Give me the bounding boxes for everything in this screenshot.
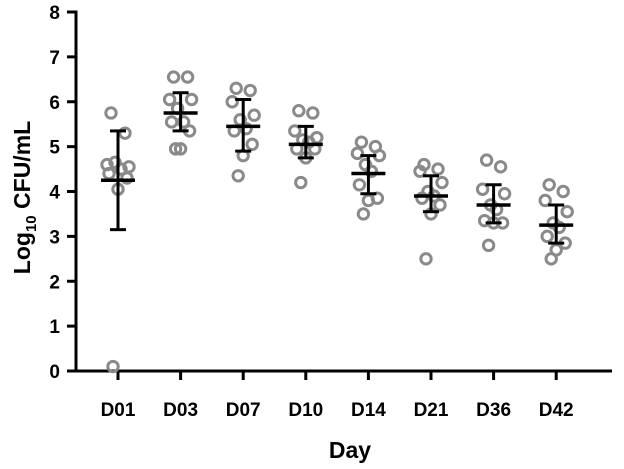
data-point: [120, 171, 134, 185]
data-point: [479, 153, 494, 167]
data-point: [350, 146, 365, 161]
data-point: [544, 252, 558, 266]
data-point: [176, 115, 191, 129]
y-tick-label: 5: [49, 138, 60, 159]
y-axis: 0 1 2 3 4 5 6 7 8: [49, 3, 78, 383]
y-tick-label: 1: [49, 317, 60, 338]
data-point: [173, 142, 188, 156]
data-point: [435, 175, 449, 190]
data-point: [419, 252, 433, 266]
data-point: [540, 229, 554, 244]
data-point: [104, 106, 118, 120]
data-point: [356, 207, 371, 221]
y-axis-title-prefix: Log: [9, 232, 35, 274]
y-axis-title: Log10 CFU/mL: [9, 121, 40, 274]
y-tick-label: 0: [49, 362, 60, 383]
data-point: [481, 238, 496, 253]
data-point: [364, 164, 379, 179]
data-point: [162, 92, 177, 107]
x-tick-label: D14: [351, 400, 386, 421]
y-tick-label: 6: [49, 93, 60, 114]
data-point: [118, 126, 132, 140]
data-point: [106, 359, 120, 374]
data-point: [243, 83, 257, 98]
group-d14: [350, 135, 387, 221]
data-point: [292, 104, 306, 118]
data-point: [475, 182, 490, 196]
data-point: [352, 178, 367, 192]
data-point: [166, 70, 181, 84]
x-tick-label: D10: [288, 400, 323, 421]
group-d21: [413, 157, 449, 266]
data-point: [247, 108, 261, 122]
data-point: [497, 187, 512, 201]
y-tick-label: 8: [49, 3, 60, 24]
data-point: [493, 160, 508, 174]
data-point: [294, 175, 308, 190]
data-point: [180, 70, 195, 84]
data-point: [114, 162, 128, 176]
data-point: [560, 204, 574, 219]
data-point: [538, 193, 552, 208]
data-point: [164, 115, 179, 129]
x-axis: D01 D03 D07 D10 D14 D21 D36 D42: [74, 369, 612, 421]
data-point: [306, 106, 320, 120]
data-groups: [100, 70, 574, 374]
x-tick-label: D42: [539, 400, 574, 421]
y-axis-title-suffix: CFU/mL: [9, 121, 35, 216]
data-point: [229, 81, 243, 95]
data-point: [288, 124, 302, 138]
data-point: [184, 92, 199, 107]
data-point: [168, 142, 183, 156]
data-point: [245, 137, 259, 152]
data-point: [415, 191, 429, 205]
group-d07: [225, 81, 261, 183]
x-axis-title: Day: [329, 437, 371, 463]
data-point: [361, 193, 376, 208]
y-ticks: 0 1 2 3 4 5 6 7 8: [49, 3, 76, 383]
y-tick-label: 3: [49, 227, 60, 248]
y-axis-title-subscript: 10: [23, 215, 40, 232]
data-point: [552, 220, 566, 235]
data-point: [542, 178, 556, 192]
data-point: [413, 164, 427, 179]
group-d01: [100, 106, 136, 374]
y-tick-label: 7: [49, 48, 60, 69]
x-tick-label: D01: [101, 400, 136, 421]
group-d03: [162, 70, 199, 156]
x-tick-label: D21: [414, 400, 449, 421]
data-point: [556, 184, 570, 199]
data-point: [354, 135, 369, 149]
y-tick-label: 2: [49, 272, 60, 293]
data-point: [433, 198, 447, 212]
y-tick-label: 4: [49, 183, 60, 204]
data-point: [431, 162, 445, 176]
data-point: [231, 169, 245, 183]
group-d42: [538, 178, 574, 266]
data-point: [225, 95, 239, 109]
x-tick-label: D03: [163, 400, 198, 421]
group-d36: [475, 153, 512, 253]
x-tick-label: D07: [226, 400, 261, 421]
x-tick-label: D36: [476, 400, 511, 421]
group-d10: [288, 104, 324, 190]
x-ticks: D01 D03 D07 D10 D14 D21 D36 D42: [101, 371, 574, 421]
data-point: [239, 121, 253, 136]
